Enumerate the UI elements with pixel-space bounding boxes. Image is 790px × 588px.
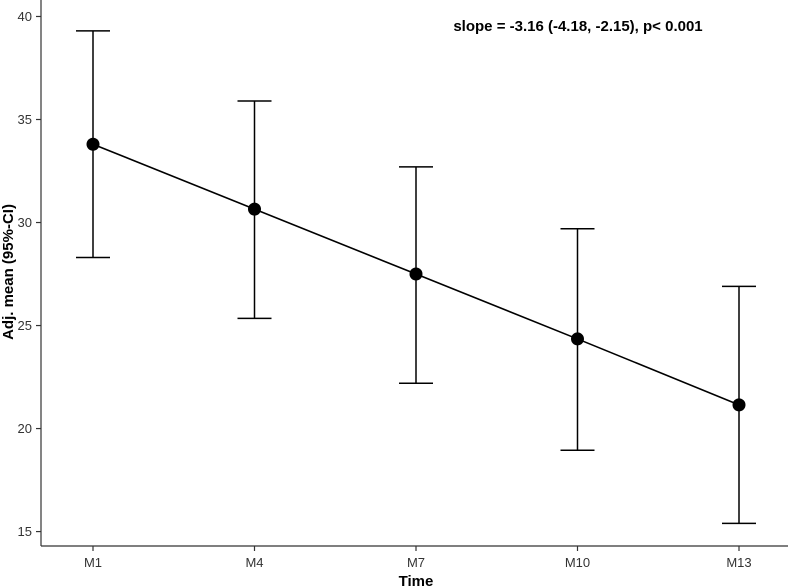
x-tick-label: M7 <box>407 555 425 570</box>
data-point <box>409 267 423 281</box>
x-tick-label: M1 <box>84 555 102 570</box>
y-tick-label: 20 <box>18 421 32 436</box>
data-point <box>86 137 100 151</box>
data-point <box>732 398 746 412</box>
y-axis-ticks: 15 20 25 30 35 40 <box>18 9 41 539</box>
axes <box>40 0 788 547</box>
x-tick-label: M13 <box>726 555 751 570</box>
data-points <box>86 137 746 412</box>
y-tick-label: 15 <box>18 524 32 539</box>
y-tick-label: 25 <box>18 318 32 333</box>
data-point <box>571 332 584 346</box>
x-tick-label: M4 <box>245 555 263 570</box>
x-axis-title: Time <box>399 573 434 588</box>
data-point <box>248 202 261 216</box>
y-tick-label: 35 <box>18 112 32 127</box>
y-axis-title: Adj. mean (95%-CI) <box>0 204 17 340</box>
y-tick-label: 30 <box>18 215 32 230</box>
x-axis-ticks: M1 M4 M7 M10 M13 <box>84 546 752 570</box>
slope-annotation: slope = -3.16 (-4.18, -2.15), p< 0.001 <box>453 18 702 35</box>
y-tick-label: 40 <box>18 9 32 24</box>
x-tick-label: M10 <box>565 555 590 570</box>
